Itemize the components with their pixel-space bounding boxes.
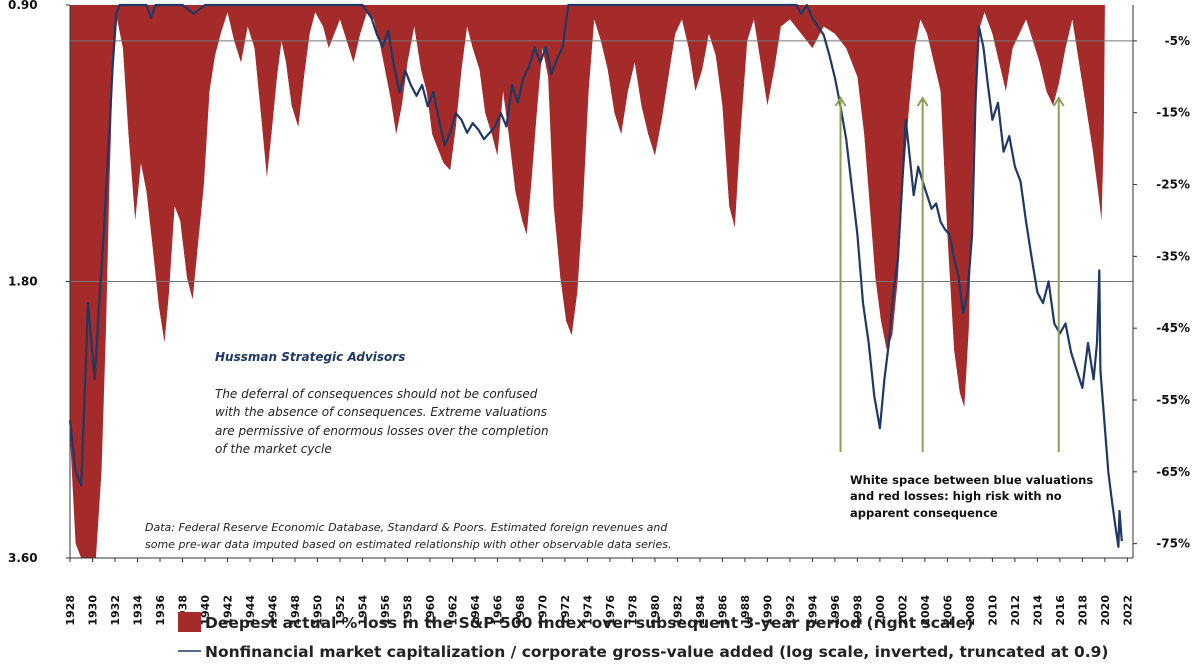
x-tick-label: 1986 xyxy=(716,595,729,626)
x-tick-label: 2018 xyxy=(1076,595,1089,626)
x-tick-label: 1970 xyxy=(536,595,549,626)
x-tick-label: 1996 xyxy=(829,595,842,626)
legend-label-valuation: Nonfinancial market capitalization / cor… xyxy=(205,643,1109,661)
x-tick-label: 1978 xyxy=(626,595,639,626)
x-tick-label: 1974 xyxy=(581,595,594,626)
x-tick-label: 1988 xyxy=(739,595,752,626)
x-tick-label: 1966 xyxy=(491,595,504,626)
left-tick-label: 0.90 xyxy=(8,0,38,12)
x-tick-label: 1942 xyxy=(221,595,234,626)
white-space-note-line-2: and red losses: high risk with no xyxy=(850,489,1062,503)
annotation-block: Hussman Strategic Advisors The deferral … xyxy=(215,350,549,456)
x-tick-label: 1990 xyxy=(761,595,774,626)
x-tick-label: 2020 xyxy=(1099,595,1112,626)
loss-area-layer xyxy=(70,5,1105,558)
x-tick-label: 2002 xyxy=(896,595,909,626)
x-tick-label: 1930 xyxy=(86,595,99,626)
source-line-1: Data: Federal Reserve Economic Database,… xyxy=(145,521,668,534)
right-tick-label: -5% xyxy=(1165,34,1190,48)
right-tick-label: -25% xyxy=(1156,178,1190,192)
white-space-note-line-1: White space between blue valuations xyxy=(850,473,1093,487)
x-tick-label: 2000 xyxy=(874,595,887,626)
x-tick-label: 1944 xyxy=(244,595,257,626)
annotation-title: Hussman Strategic Advisors xyxy=(215,350,405,364)
right-tick-label: -45% xyxy=(1156,321,1190,335)
valuation-line xyxy=(68,3,1123,548)
x-tick-label: 2016 xyxy=(1054,595,1067,626)
annotation-line-3: are permissive of enormous losses over t… xyxy=(215,424,549,438)
right-tick-label: -75% xyxy=(1156,537,1190,551)
right-tick-label: -55% xyxy=(1156,393,1190,407)
x-tick-label: 1980 xyxy=(649,595,662,626)
white-space-note-line-3: apparent consequence xyxy=(850,506,998,520)
x-tick-label: 1972 xyxy=(559,595,572,626)
source-note: Data: Federal Reserve Economic Database,… xyxy=(145,521,671,551)
x-tick-label: 1976 xyxy=(604,595,617,626)
left-tick-label: 1.80 xyxy=(8,275,38,289)
legend-swatch-loss xyxy=(178,612,201,632)
valuation-line-layer xyxy=(68,3,1123,548)
annotation-arrow-3 xyxy=(1052,96,1065,452)
x-tick-label: 1950 xyxy=(311,595,324,626)
x-tick-label: 1992 xyxy=(784,595,797,626)
right-tick-label: -15% xyxy=(1156,106,1190,120)
x-tick-label: 2010 xyxy=(986,595,999,626)
annotation-arrow-2 xyxy=(916,96,929,452)
x-tick-label: 1982 xyxy=(671,595,684,626)
x-tick-label: 2022 xyxy=(1121,595,1134,626)
loss-area xyxy=(70,5,1105,558)
x-tick-label: 1954 xyxy=(356,595,369,626)
x-tick-label: 1928 xyxy=(64,595,77,626)
left-tick-label: 3.60 xyxy=(8,551,38,565)
white-space-note: White space between blue valuations and … xyxy=(850,473,1093,520)
annotation-arrows xyxy=(834,96,1065,452)
x-tick-label: 1960 xyxy=(424,595,437,626)
x-tick-label: 1946 xyxy=(266,595,279,626)
x-tick-label: 1948 xyxy=(289,595,302,626)
x-tick-label: 1952 xyxy=(334,595,347,626)
right-tick-label: -65% xyxy=(1156,465,1190,479)
legend: Deepest actual % loss in the S&P 500 Ind… xyxy=(178,612,1109,661)
annotation-arrow-1 xyxy=(834,96,847,452)
x-tick-label: 1932 xyxy=(109,595,122,626)
legend-label-loss: Deepest actual % loss in the S&P 500 Ind… xyxy=(205,614,973,632)
x-tick-label: 1958 xyxy=(401,595,414,626)
axes: 0.90 1.80 3.60 -5% -15% -25% -35% -45% -55% -65% -… xyxy=(8,0,1190,626)
x-tick-label: 1984 xyxy=(694,595,707,626)
x-tick-label: 2008 xyxy=(964,595,977,626)
x-tick-label: 1964 xyxy=(469,595,482,626)
x-tick-label: 1962 xyxy=(446,595,459,626)
x-tick-label: 1934 xyxy=(131,595,144,626)
x-tick-label: 2004 xyxy=(919,595,932,626)
x-tick-label: 1994 xyxy=(806,595,819,626)
x-tick-label: 2014 xyxy=(1031,595,1044,626)
reference-lines xyxy=(70,40,1133,282)
annotation-line-1: The deferral of consequences should not … xyxy=(215,387,538,401)
x-tick-label: 1936 xyxy=(154,595,167,626)
annotation-line-4: of the market cycle xyxy=(215,442,332,456)
x-tick-label: 1956 xyxy=(379,595,392,626)
x-tick-label: 1940 xyxy=(199,595,212,626)
x-tick-label: 2012 xyxy=(1009,595,1022,626)
source-line-2: some pre-war data imputed based on estim… xyxy=(145,538,671,551)
right-tick-label: -35% xyxy=(1156,249,1190,263)
annotation-line-2: with the absence of consequences. Extrem… xyxy=(215,405,547,419)
x-tick-label: 2006 xyxy=(941,595,954,626)
x-tick-label: 1968 xyxy=(514,595,527,626)
x-tick-label: 1998 xyxy=(851,595,864,626)
